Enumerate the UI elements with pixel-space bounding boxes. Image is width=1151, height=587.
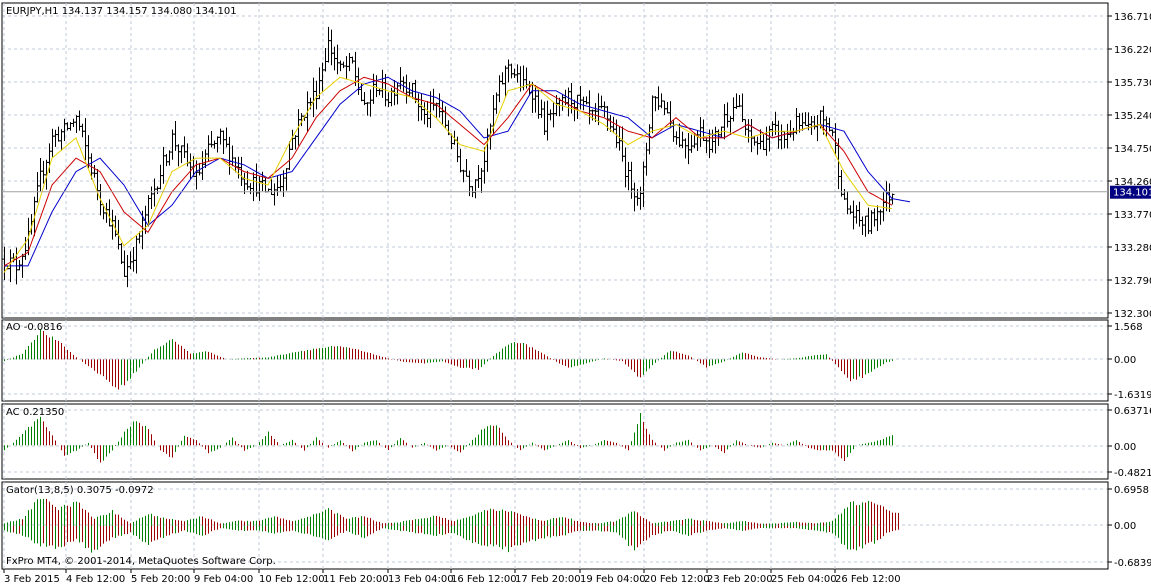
gator-title: Gator(13,8,5) 0.3075 -0.0972 bbox=[6, 485, 154, 496]
y-tick-label: 134.260 bbox=[1114, 177, 1151, 188]
y-tick-label: 133.280 bbox=[1114, 243, 1151, 254]
y-tick-label: 0.00 bbox=[1114, 521, 1136, 532]
y-tick-label: 0.6958 bbox=[1114, 485, 1149, 496]
y-tick-label: 135.730 bbox=[1114, 78, 1151, 89]
ac-title: AC 0.21350 bbox=[6, 407, 64, 418]
gator-panel[interactable] bbox=[4, 498, 899, 553]
y-tick-label: 136.710 bbox=[1114, 12, 1151, 23]
y-tick-label: 132.300 bbox=[1114, 309, 1151, 320]
x-tick-label: 11 Feb 20:00 bbox=[323, 574, 389, 585]
x-tick-label: 9 Feb 04:00 bbox=[194, 574, 253, 585]
y-tick-label: 0.00 bbox=[1114, 442, 1136, 453]
y-tick-label: -0.48214 bbox=[1114, 468, 1151, 479]
last-price-label: 134.101 bbox=[1113, 188, 1151, 199]
y-tick-label: 1.568 bbox=[1114, 322, 1143, 333]
price-frame bbox=[1, 2, 1109, 319]
ao-frame bbox=[1, 319, 1109, 402]
x-tick-label: 23 Feb 20:00 bbox=[707, 574, 773, 585]
x-tick-label: 13 Feb 04:00 bbox=[388, 574, 454, 585]
last-price-box bbox=[1110, 185, 1151, 199]
y-tick-label: 132.790 bbox=[1114, 276, 1151, 287]
grid-lines bbox=[1, 2, 1109, 570]
x-tick-label: 4 Feb 12:00 bbox=[66, 574, 125, 585]
y-tick-label: 0.63716 bbox=[1114, 406, 1151, 417]
alligator-lips-line bbox=[3, 76, 893, 273]
x-tick-label: 5 Feb 20:00 bbox=[131, 574, 190, 585]
time-axis: 3 Feb 2015 4 Feb 12:00 5 Feb 20:00 9 Feb 04… bbox=[3, 569, 901, 585]
y-tick-label: -1.6319 bbox=[1114, 390, 1151, 401]
y-tick-label: 135.240 bbox=[1114, 111, 1151, 122]
ac-panel[interactable] bbox=[4, 412, 893, 463]
x-tick-label: 16 Feb 12:00 bbox=[451, 574, 517, 585]
footer-copyright: FxPro MT4, © 2001-2014, MetaQuotes Softw… bbox=[6, 556, 276, 567]
alligator-teeth-line bbox=[3, 76, 893, 267]
y-tick-label: 134.750 bbox=[1114, 144, 1151, 155]
y-tick-label: 0.00 bbox=[1114, 355, 1136, 366]
x-tick-label: 19 Feb 04:00 bbox=[580, 574, 646, 585]
x-tick-label: 17 Feb 20:00 bbox=[515, 574, 581, 585]
ao-panel[interactable] bbox=[4, 329, 893, 390]
y-tick-label: -0.6839 bbox=[1114, 558, 1151, 569]
y-tick-label: 133.770 bbox=[1114, 210, 1151, 221]
price-axis: 136.710 136.220 135.730 135.240 134.750 134.2… bbox=[1108, 12, 1151, 569]
ac-frame bbox=[1, 403, 1109, 480]
ao-title: AO -0.0816 bbox=[6, 322, 62, 333]
x-tick-label: 20 Feb 12:00 bbox=[644, 574, 710, 585]
x-tick-label: 3 Feb 2015 bbox=[4, 574, 60, 585]
symbol-header: EURJPY,H1 134.137 134.157 134.080 134.10… bbox=[6, 6, 237, 17]
x-tick-label: 25 Feb 04:00 bbox=[771, 574, 837, 585]
x-tick-label: 10 Feb 12:00 bbox=[259, 574, 325, 585]
y-tick-label: 136.220 bbox=[1114, 45, 1151, 56]
price-panel[interactable] bbox=[2, 26, 1108, 288]
x-tick-label: 26 Feb 12:00 bbox=[835, 574, 901, 585]
